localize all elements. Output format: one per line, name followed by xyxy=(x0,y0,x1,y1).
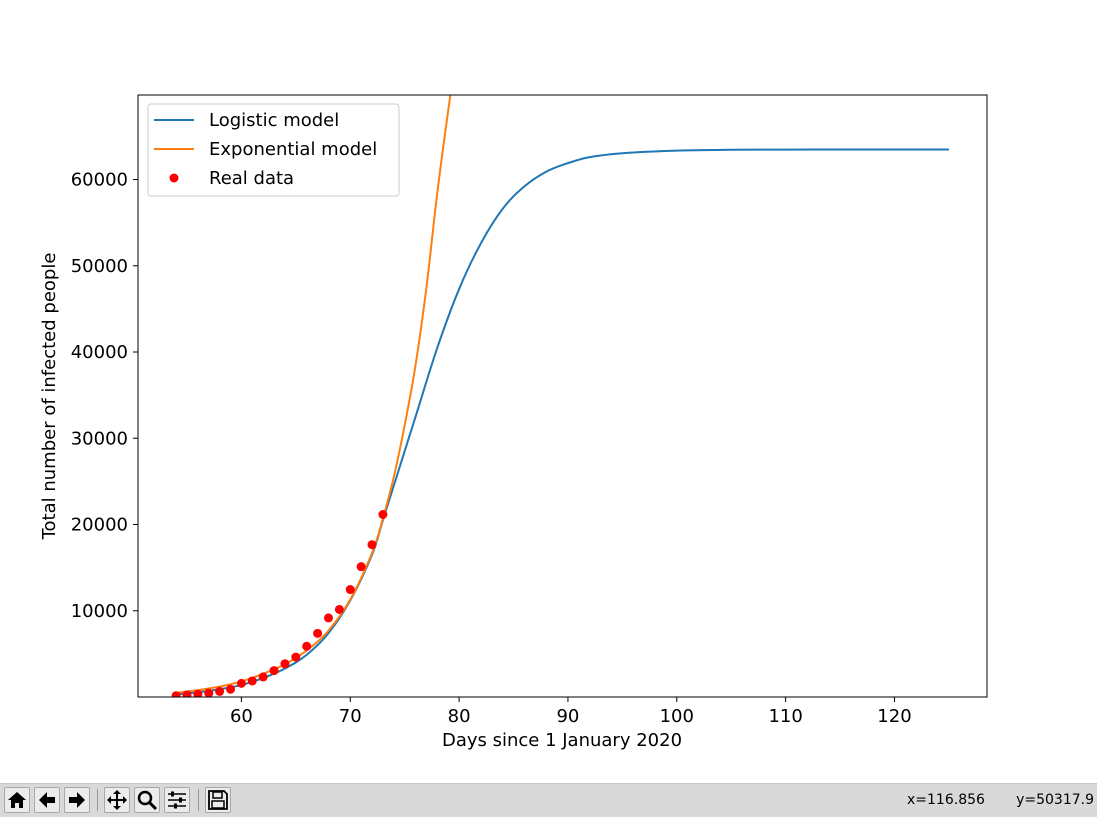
x-axis-label: Days since 1 January 2020 xyxy=(442,730,682,751)
forward-arrow-icon xyxy=(69,792,85,808)
plot-frame xyxy=(137,94,988,698)
data-point xyxy=(236,678,246,688)
data-point xyxy=(171,691,181,697)
data-point xyxy=(302,641,312,651)
y-axis-label: Total number of infected people xyxy=(39,253,60,541)
y-tick-label: 30000 xyxy=(71,428,128,449)
series-line-logistic xyxy=(175,148,949,696)
save-button[interactable] xyxy=(205,787,231,813)
forward-button[interactable] xyxy=(64,787,90,813)
data-point xyxy=(334,604,344,614)
x-tick-label: 90 xyxy=(556,706,579,727)
x-tick-label: 100 xyxy=(660,706,694,727)
cursor-x-readout: x=116.856 xyxy=(907,792,985,808)
toolbar-separator xyxy=(198,789,199,811)
y-tick-label: 10000 xyxy=(71,601,128,622)
data-point xyxy=(313,628,323,638)
legend-label: Logistic model xyxy=(209,110,339,131)
data-point xyxy=(323,613,333,623)
back-arrow-icon xyxy=(39,792,55,808)
legend: Logistic model Exponential model Real data xyxy=(147,103,400,197)
home-icon xyxy=(8,792,26,808)
pan-button[interactable] xyxy=(104,787,130,813)
data-point xyxy=(215,686,225,696)
pan-icon xyxy=(107,790,127,810)
cursor-y-readout: y=50317.9 xyxy=(1016,792,1094,808)
legend-label: Exponential model xyxy=(209,139,377,160)
data-point xyxy=(204,688,214,697)
legend-box xyxy=(147,103,400,197)
data-point xyxy=(182,690,192,697)
x-tick-label: 80 xyxy=(448,706,471,727)
data-point xyxy=(378,510,388,520)
home-button[interactable] xyxy=(4,787,30,813)
y-tick-label: 60000 xyxy=(71,170,128,191)
x-axis: 60 70 80 90 100 110 120 xyxy=(230,697,912,727)
data-point xyxy=(356,562,366,572)
data-point xyxy=(258,672,268,682)
zoom-button[interactable] xyxy=(134,787,160,813)
back-button[interactable] xyxy=(34,787,60,813)
cursor-coordinates: x=116.856 y=50317.9 xyxy=(907,792,1094,808)
toolbar-separator xyxy=(97,789,98,811)
y-tick-label: 40000 xyxy=(71,342,128,363)
data-point xyxy=(226,684,236,694)
data-point xyxy=(280,659,290,669)
data-point xyxy=(345,585,355,595)
navigation-toolbar: x=116.856 y=50317.9 xyxy=(0,783,1097,817)
data-point xyxy=(367,540,377,550)
y-tick-label: 20000 xyxy=(71,515,128,536)
y-tick-label: 50000 xyxy=(71,256,128,277)
x-tick-label: 60 xyxy=(230,706,253,727)
y-axis: 10000 20000 30000 40000 50000 60000 xyxy=(71,170,138,622)
legend-label: Real data xyxy=(209,168,294,189)
save-icon xyxy=(208,790,228,810)
data-point xyxy=(247,676,257,686)
configure-subplots-icon xyxy=(168,791,186,809)
zoom-icon xyxy=(137,790,158,811)
legend-swatch-marker xyxy=(169,173,179,183)
data-point xyxy=(291,652,301,662)
configure-subplots-button[interactable] xyxy=(164,787,190,813)
chart-figure: 60 70 80 90 100 110 120 10000 20000 30000 40000 50… xyxy=(39,94,988,751)
data-point xyxy=(193,689,203,697)
x-tick-label: 110 xyxy=(768,706,802,727)
scatter-points-group xyxy=(171,510,388,697)
x-tick-label: 120 xyxy=(877,706,911,727)
data-point xyxy=(269,666,279,676)
x-tick-label: 70 xyxy=(339,706,362,727)
